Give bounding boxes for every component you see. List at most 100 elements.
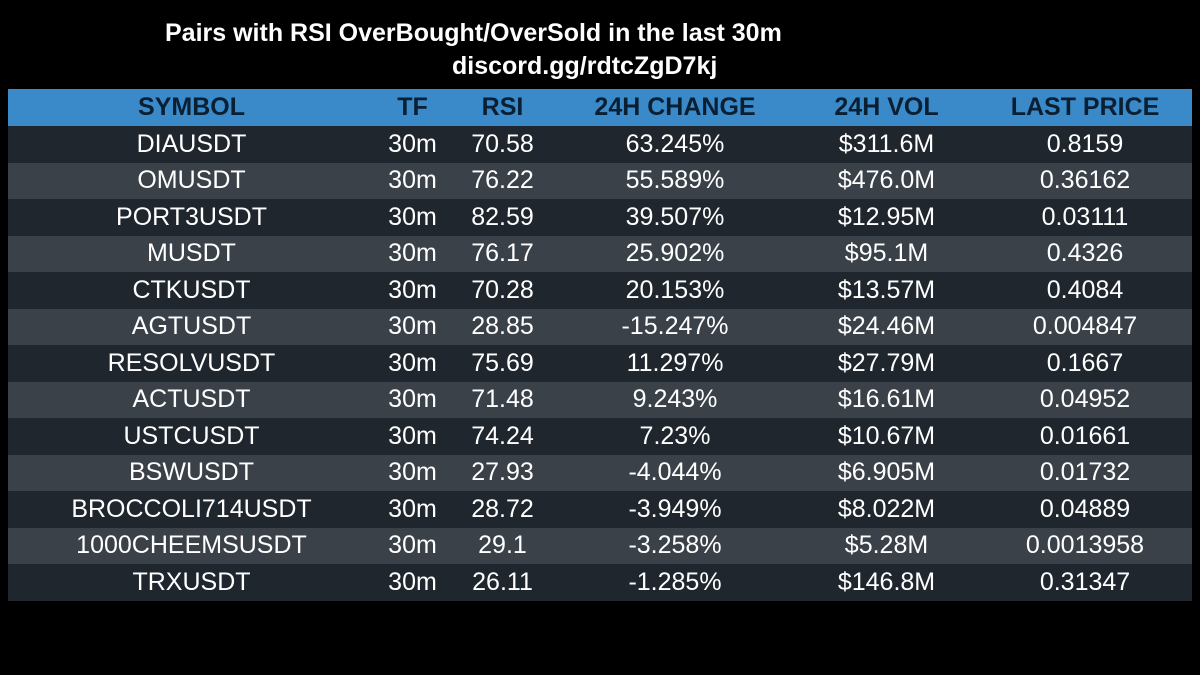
cell-last-price: 0.1667: [1046, 348, 1124, 377]
cell-symbol: DIAUSDT: [136, 129, 247, 158]
cell-tf: 30m: [388, 239, 437, 268]
table-row: 1000CHEEMSUSDT 30m 29.1 -3.258% $5.28M 0.0013…: [8, 527, 1192, 564]
column-header-24h-vol: 24H VOL: [834, 93, 939, 121]
cell-last-price: 0.36162: [1039, 166, 1131, 195]
column-header-24h-change: 24H CHANGE: [594, 93, 756, 121]
cell-rsi: 76.22: [471, 166, 534, 195]
cell-24h-change: -15.247%: [621, 312, 729, 341]
cell-last-price: 0.8159: [1046, 129, 1124, 158]
cell-24h-change: 55.589%: [625, 166, 725, 195]
cell-tf: 30m: [388, 348, 437, 377]
cell-tf: 30m: [388, 312, 437, 341]
cell-last-price: 0.0013958: [1025, 531, 1145, 560]
table-row: CTKUSDT 30m 70.28 20.153% $13.57M 0.4084: [8, 272, 1192, 309]
table-row: DIAUSDT 30m 70.58 63.245% $311.6M 0.8159: [8, 126, 1192, 163]
cell-24h-vol: $311.6M: [838, 129, 935, 158]
cell-24h-vol: $8.022M: [837, 494, 936, 523]
table-body: DIAUSDT 30m 70.58 63.245% $311.6M 0.8159 OMUSD…: [8, 126, 1192, 601]
cell-rsi: 82.59: [471, 202, 534, 231]
table-row: TRXUSDT 30m 26.11 -1.285% $146.8M 0.31347: [8, 564, 1192, 601]
cell-tf: 30m: [388, 275, 437, 304]
cell-24h-vol: $27.79M: [837, 348, 936, 377]
cell-tf: 30m: [388, 385, 437, 414]
cell-tf: 30m: [388, 458, 437, 487]
cell-symbol: MUSDT: [147, 239, 236, 268]
cell-rsi: 28.85: [471, 312, 534, 341]
table-row: ACTUSDT 30m 71.48 9.243% $16.61M 0.04952: [8, 381, 1192, 418]
cell-24h-vol: $6.905M: [837, 458, 936, 487]
cell-tf: 30m: [388, 567, 437, 596]
cell-tf: 30m: [388, 421, 437, 450]
cell-24h-change: -4.044%: [628, 458, 722, 487]
table-row: BROCCOLI714USDT 30m 28.72 -3.949% $8.022M 0.0…: [8, 491, 1192, 528]
cell-rsi: 28.72: [471, 494, 534, 523]
cell-24h-vol: $13.57M: [837, 275, 936, 304]
cell-symbol: ACTUSDT: [132, 385, 251, 414]
table-row: AGTUSDT 30m 28.85 -15.247% $24.46M 0.004847: [8, 308, 1192, 345]
cell-24h-vol: $146.8M: [837, 567, 936, 596]
cell-symbol: CTKUSDT: [132, 275, 251, 304]
table-header-row: SYMBOL TF RSI 24H CHANGE 24H VOL LAST PR…: [8, 89, 1192, 126]
cell-rsi: 71.48: [471, 385, 534, 414]
cell-symbol: RESOLVUSDT: [107, 348, 276, 377]
cell-symbol: BROCCOLI714USDT: [71, 494, 312, 523]
cell-rsi: 29.1: [478, 531, 527, 560]
cell-symbol: AGTUSDT: [131, 312, 252, 341]
cell-last-price: 0.04889: [1039, 494, 1131, 523]
cell-symbol: PORT3USDT: [116, 202, 267, 231]
column-header-rsi: RSI: [481, 93, 524, 121]
cell-rsi: 70.58: [471, 129, 534, 158]
table-row: USTCUSDT 30m 74.24 7.23% $10.67M 0.01661: [8, 418, 1192, 455]
cell-24h-vol: $16.61M: [837, 385, 936, 414]
discord-invite-link[interactable]: discord.gg/rdtcZgD7kj: [452, 52, 718, 80]
cell-tf: 30m: [388, 129, 437, 158]
cell-rsi: 75.69: [471, 348, 534, 377]
cell-24h-vol: $24.46M: [837, 312, 936, 341]
cell-last-price: 0.04952: [1039, 385, 1131, 414]
cell-last-price: 0.4326: [1046, 239, 1124, 268]
cell-symbol: USTCUSDT: [123, 421, 260, 450]
cell-last-price: 0.31347: [1039, 567, 1131, 596]
cell-24h-change: 7.23%: [639, 421, 711, 450]
cell-tf: 30m: [388, 202, 437, 231]
cell-tf: 30m: [388, 494, 437, 523]
cell-24h-change: 20.153%: [625, 275, 725, 304]
cell-symbol: TRXUSDT: [132, 567, 251, 596]
cell-24h-change: 63.245%: [625, 129, 725, 158]
column-header-tf: TF: [397, 93, 428, 121]
table-row: MUSDT 30m 76.17 25.902% $95.1M 0.4326: [8, 235, 1192, 272]
cell-tf: 30m: [388, 531, 437, 560]
cell-symbol: BSWUSDT: [129, 458, 254, 487]
cell-24h-vol: $476.0M: [837, 166, 936, 195]
column-header-last-price: LAST PRICE: [1010, 93, 1160, 121]
cell-last-price: 0.01732: [1039, 458, 1131, 487]
cell-24h-change: -3.949%: [628, 494, 722, 523]
column-header-symbol: SYMBOL: [138, 93, 245, 121]
rsi-pairs-table: SYMBOL TF RSI 24H CHANGE 24H VOL LAST PR…: [8, 89, 1192, 601]
table-row: BSWUSDT 30m 27.93 -4.044% $6.905M 0.01732: [8, 454, 1192, 491]
cell-24h-vol: $12.95M: [837, 202, 936, 231]
cell-symbol: 1000CHEEMSUSDT: [76, 531, 307, 560]
cell-24h-change: 11.297%: [626, 348, 724, 377]
cell-last-price: 0.4084: [1046, 275, 1124, 304]
cell-rsi: 76.17: [471, 239, 534, 268]
cell-last-price: 0.03111: [1041, 202, 1129, 231]
cell-rsi: 27.93: [471, 458, 534, 487]
table-row: PORT3USDT 30m 82.59 39.507% $12.95M 0.03111: [8, 199, 1192, 236]
cell-rsi: 74.24: [471, 421, 534, 450]
cell-24h-vol: $5.28M: [844, 531, 929, 560]
cell-last-price: 0.004847: [1032, 312, 1138, 341]
cell-last-price: 0.01661: [1039, 421, 1131, 450]
cell-24h-vol: $10.67M: [837, 421, 936, 450]
cell-tf: 30m: [388, 166, 437, 195]
page-title: Pairs with RSI OverBought/OverSold in th…: [165, 19, 782, 47]
cell-24h-change: -1.285%: [628, 567, 722, 596]
cell-rsi: 26.11: [472, 567, 533, 596]
cell-24h-change: -3.258%: [628, 531, 722, 560]
cell-symbol: OMUSDT: [137, 166, 246, 195]
table-row: RESOLVUSDT 30m 75.69 11.297% $27.79M 0.1667: [8, 345, 1192, 382]
table-row: OMUSDT 30m 76.22 55.589% $476.0M 0.36162: [8, 162, 1192, 199]
cell-24h-change: 9.243%: [632, 385, 718, 414]
cell-24h-vol: $95.1M: [844, 239, 929, 268]
cell-24h-change: 39.507%: [625, 202, 725, 231]
